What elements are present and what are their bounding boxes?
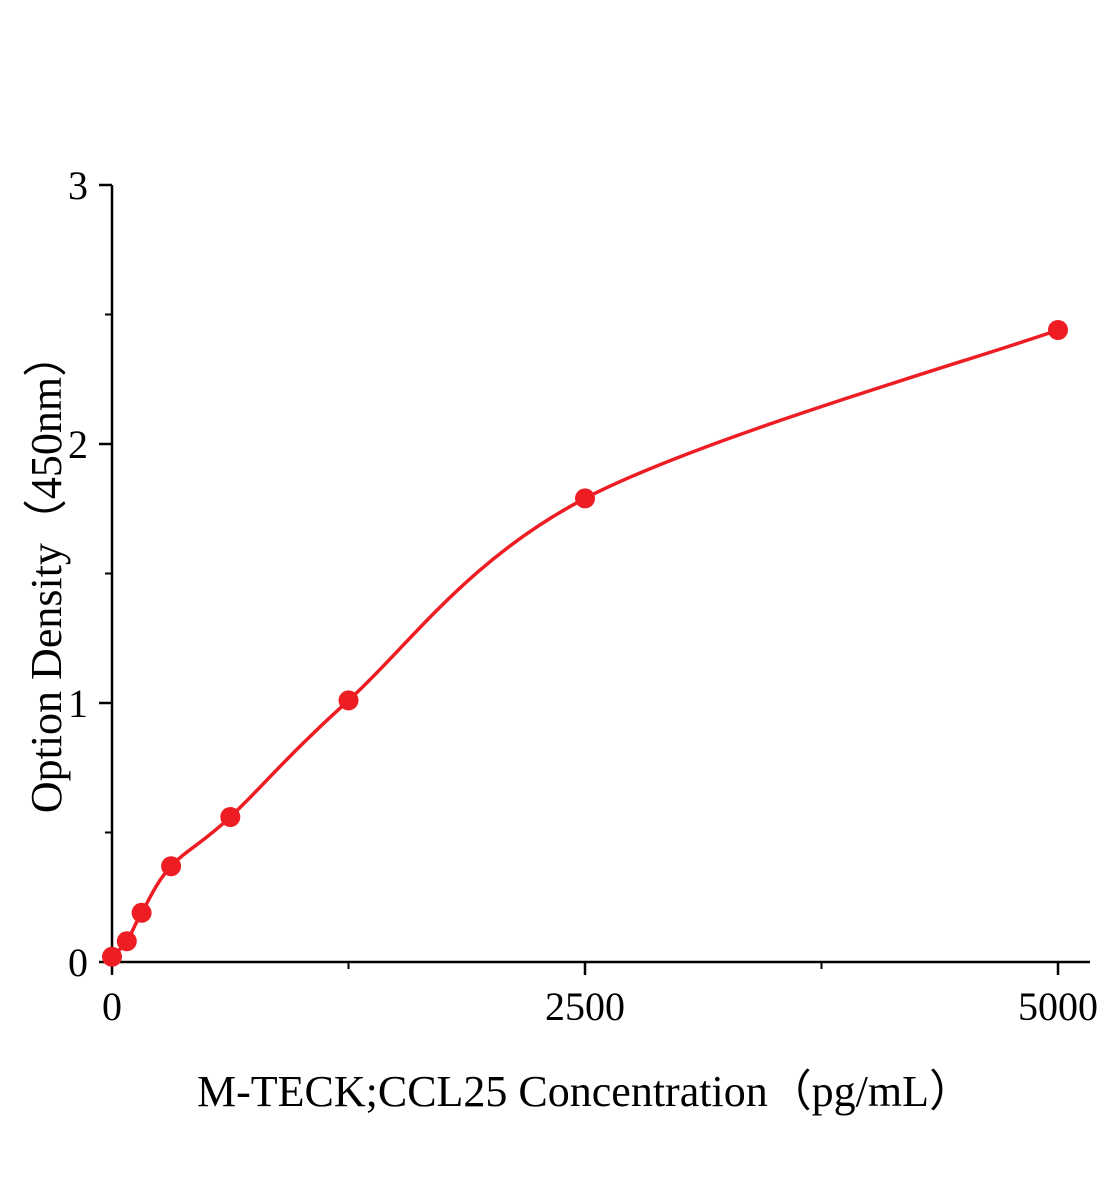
data-point	[161, 856, 182, 877]
data-point	[338, 690, 359, 711]
standard-curve-line	[110, 328, 1059, 959]
y-tick-label: 0	[68, 940, 88, 985]
data-point	[1048, 320, 1068, 340]
x-tick-label: 2500	[545, 984, 625, 1029]
data-point	[575, 488, 595, 509]
y-axis-title: Option Density（450nm）	[22, 332, 71, 814]
y-tick-label: 3	[68, 163, 88, 208]
data-point	[102, 946, 122, 967]
y-tick-label: 1	[68, 681, 88, 726]
data-point	[220, 807, 241, 827]
x-axis-title: M-TECK;CCL25 Concentration（pg/mL）	[196, 1067, 974, 1116]
x-tick-label: 0	[102, 984, 122, 1029]
x-tick-label: 5000	[1018, 984, 1098, 1029]
y-tick-label: 2	[68, 422, 88, 467]
data-point	[116, 931, 137, 952]
data-point	[131, 902, 152, 923]
